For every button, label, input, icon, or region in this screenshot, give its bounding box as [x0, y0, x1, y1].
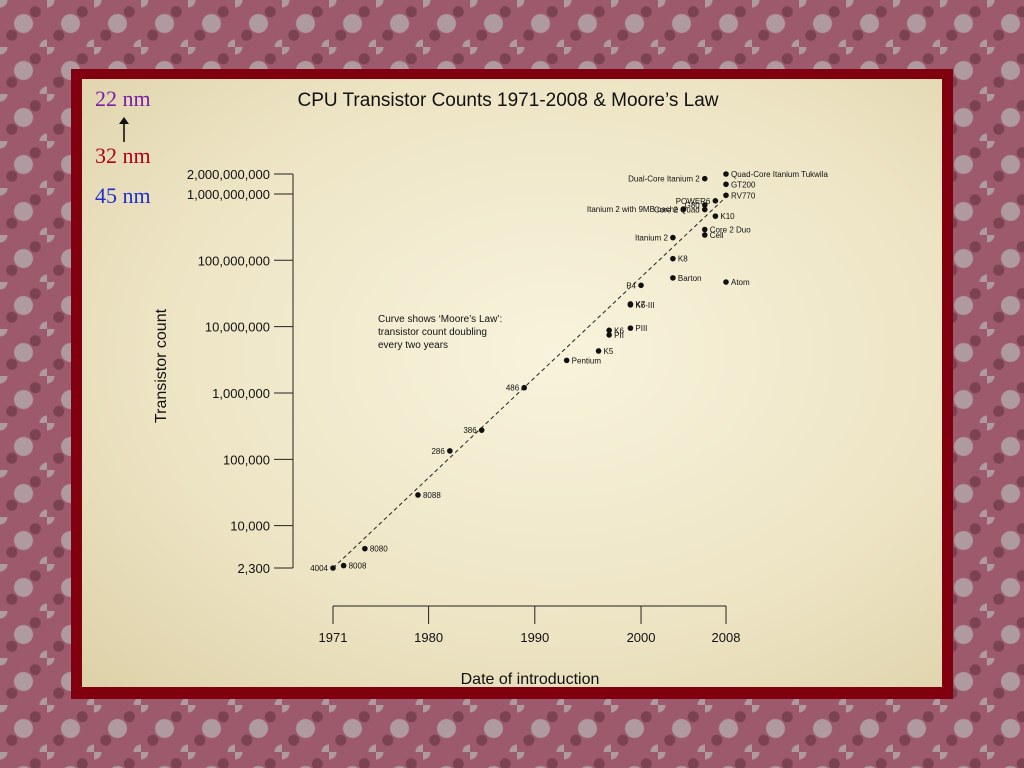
y-tick-label: 1,000,000 [212, 386, 270, 401]
chart-title: CPU Transistor Counts 1971-2008 & Moore’… [297, 90, 718, 111]
note-line-3: every two years [378, 340, 448, 351]
data-point-label: K7 [635, 300, 645, 309]
x-tick-label: 2000 [627, 630, 656, 645]
data-point-label: 486 [506, 384, 520, 393]
data-point-label: P4 [626, 281, 636, 290]
y-tick-label: 2,000,000,000 [187, 167, 270, 182]
data-point-label: Itanium 2 with 9MB cache [587, 205, 679, 214]
data-point [723, 279, 729, 285]
data-point-label: Dual-Core Itanium 2 [628, 175, 700, 184]
data-point-label: Quad-Core Itanium Tukwila [731, 170, 828, 179]
data-point [723, 181, 729, 188]
data-point [670, 234, 676, 241]
x-tick-label: 1990 [520, 630, 549, 645]
data-point [712, 197, 719, 204]
x-tick-label: 1971 [319, 630, 348, 645]
note-line-1: Curve shows ‘Moore’s Law’: [378, 314, 502, 325]
data-point [712, 213, 719, 219]
data-point-label: K10 [720, 212, 735, 221]
data-point-label: K8 [678, 255, 688, 264]
data-point [701, 175, 708, 182]
data-point-label: G80 [685, 201, 701, 210]
data-point [447, 448, 453, 454]
data-point [670, 255, 676, 262]
data-point [627, 301, 634, 307]
data-point [723, 192, 729, 199]
data-point-label: RV770 [731, 191, 756, 200]
data-point-label: Pentium [572, 356, 602, 365]
data-point-label: Itanium 2 [635, 234, 668, 243]
slide-frame [71, 69, 953, 699]
data-point [362, 545, 368, 552]
data-point-label: Barton [678, 274, 702, 283]
x-tick-label: 1980 [414, 630, 443, 645]
y-tick-label: 100,000,000 [198, 253, 270, 268]
data-point [563, 357, 570, 364]
data-point-label: Core 2 Quad [654, 206, 700, 215]
data-point-label: 8008 [349, 562, 367, 571]
data-point [627, 325, 634, 331]
data-point-label: Atom [731, 278, 750, 287]
node-32nm-label: 32 nm [95, 143, 151, 168]
data-point [670, 275, 676, 281]
data-point [680, 206, 687, 212]
node-45nm-label: 45 nm [95, 183, 151, 208]
data-point [415, 492, 421, 498]
data-point [330, 565, 336, 571]
data-point-label: PII [614, 331, 624, 340]
note-line-2: transistor count doubling [378, 327, 487, 338]
data-point [701, 226, 708, 233]
data-point-label: K6 [614, 326, 624, 335]
moores-law-trendline [332, 196, 727, 569]
data-point-label: GT200 [731, 180, 756, 189]
data-point-label: 4004 [310, 564, 328, 573]
data-point [340, 562, 347, 569]
chart-panel [82, 79, 942, 687]
data-point-label: K5 [604, 347, 614, 356]
data-point-label: Core 2 Duo [710, 226, 751, 235]
data-point [478, 427, 485, 433]
y-tick-label: 10,000 [230, 519, 270, 534]
data-point-label: 286 [431, 447, 445, 456]
data-point-label: K6-III [635, 301, 654, 310]
x-axis-label: Date of introduction [461, 671, 600, 688]
data-point-label: PIII [635, 324, 647, 333]
x-ticks: 1971 1980 1990 2000 2008 [319, 606, 741, 645]
data-point [521, 384, 527, 391]
data-point [723, 171, 729, 177]
node-22nm-label: 22 nm [95, 86, 151, 111]
data-point [701, 206, 708, 213]
y-tick-label: 10,000,000 [205, 320, 270, 335]
y-tick-label: 1,000,000,000 [187, 187, 270, 202]
y-tick-label: 100,000 [223, 452, 270, 467]
y-ticks: 2,300 10,000 100,000 1,000,000 10,000,000 100… [187, 167, 293, 576]
data-point [595, 348, 602, 354]
data-point [701, 202, 708, 208]
y-tick-label: 2,300 [237, 561, 270, 576]
x-tick-label: 2008 [712, 630, 741, 645]
data-point-label: 8080 [370, 545, 388, 554]
data-point [638, 282, 644, 289]
y-axis-label: Transistor count [153, 308, 170, 423]
data-point-label: 386 [463, 426, 477, 435]
data-point [606, 332, 612, 338]
moores-law-note: Curve shows ‘Moore’s Law’: transistor co… [378, 314, 505, 351]
data-point [606, 327, 612, 334]
data-point-label: POWER6 [676, 197, 711, 206]
data-point-label: Cell [710, 231, 724, 240]
data-point-label: 8088 [423, 491, 441, 500]
data-point [701, 232, 708, 238]
up-arrow-icon [119, 117, 129, 142]
